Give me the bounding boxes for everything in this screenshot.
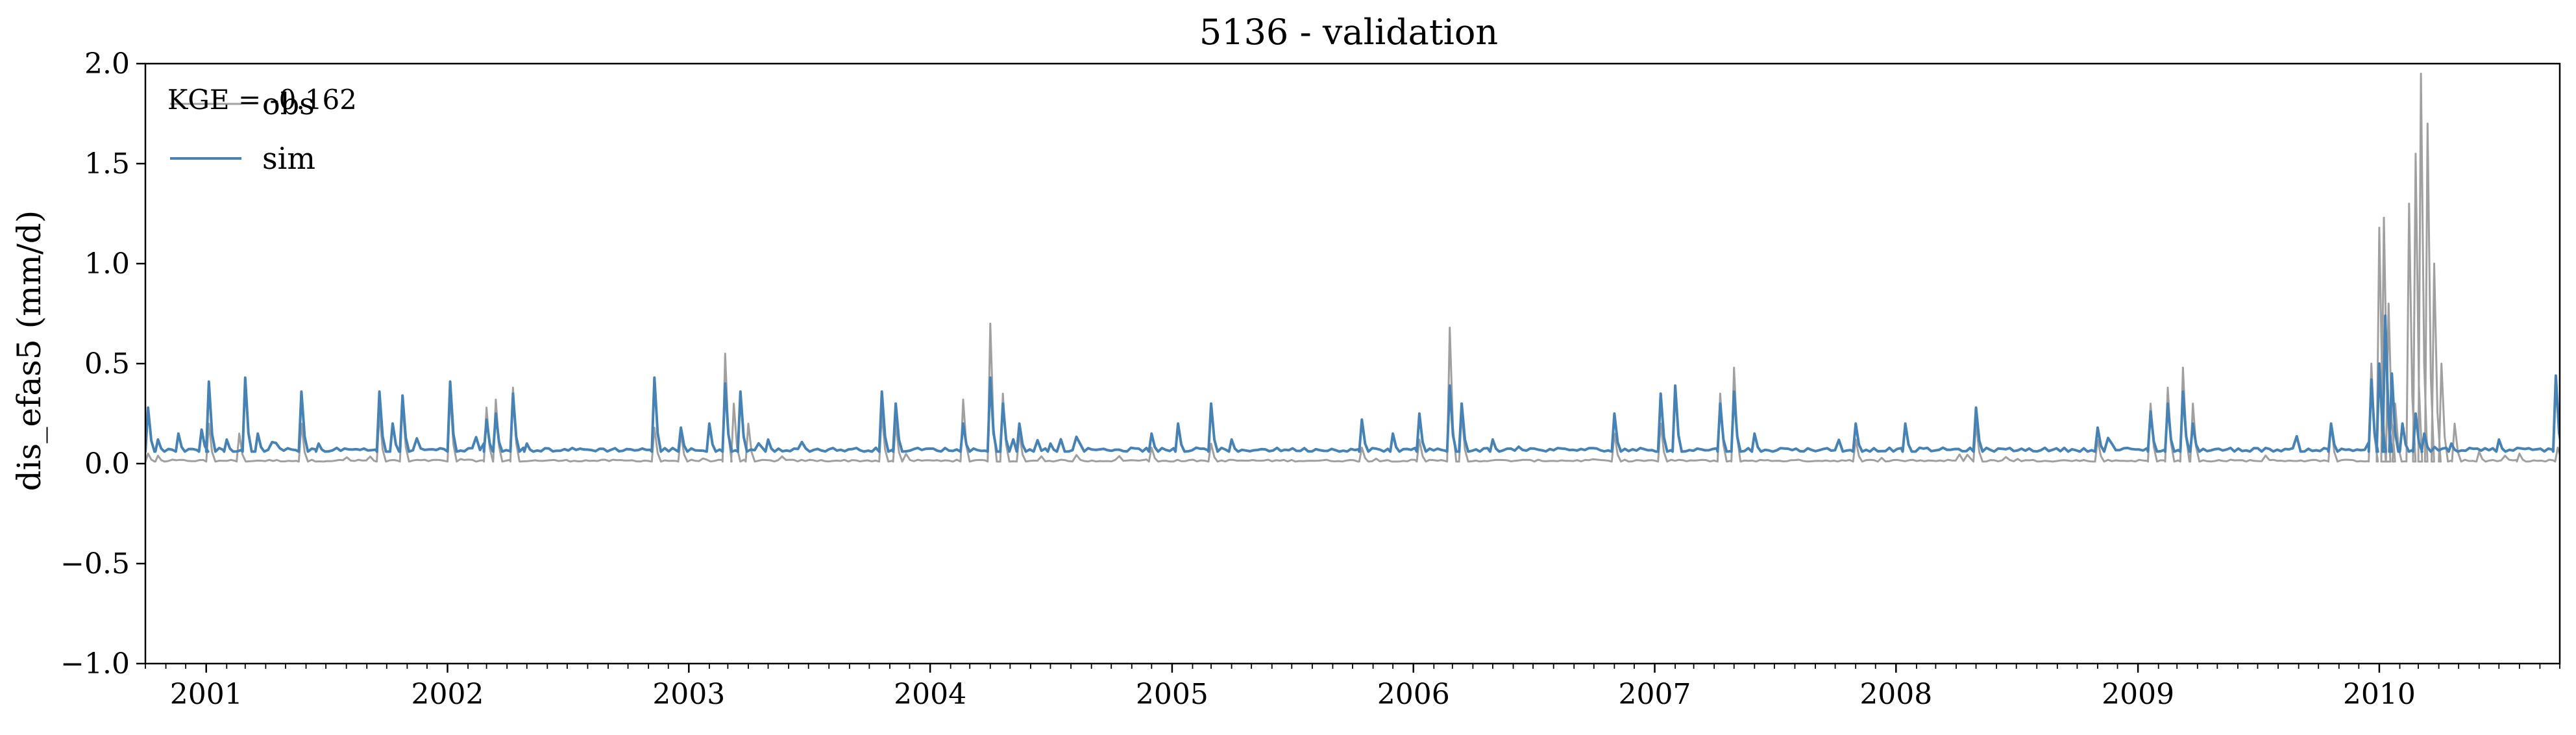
x-tick-label: 2006 [1377,678,1450,711]
x-tick-label: 2001 [170,678,243,711]
y-tick-label: 1.0 [84,247,130,280]
x-axis: 2001 2002 2003 2004 2005 2006 2007 2008 2009 2010 [145,664,2560,711]
legend-label-sim: sim [262,141,315,176]
x-tick-label: 2002 [411,678,484,711]
plot-frame [144,62,2561,665]
y-tick-label: −0.5 [60,547,130,580]
x-tick-label: 2004 [894,678,966,711]
plot-area [144,62,2561,665]
y-tick-label: −1.0 [60,647,130,680]
x-tick-label: 2005 [1136,678,1208,711]
x-tick-label: 2007 [1619,678,1691,711]
x-tick-label: 2009 [2102,678,2174,711]
x-tick-label: 2010 [2343,678,2416,711]
y-tick-label: 2.0 [84,47,130,81]
kge-annotation: KGE = -0.162 [167,84,357,116]
y-tick-label: 0.5 [84,347,130,380]
y-axis-label: dis_efas5 (mm/d) [10,210,48,492]
y-tick-label: 0.0 [84,447,130,480]
legend: obs sim [170,86,315,176]
series-line-obs [145,72,2560,463]
y-tick-label: 1.5 [84,147,130,181]
chart-title: 5136 - validation [1199,12,1498,53]
series-line-sim [145,314,2560,453]
legend-label-obs: obs [262,86,315,121]
y-axis: −1.0 −0.5 0.0 0.5 1.0 1.5 2.0 [60,47,145,680]
x-tick-label: 2008 [1859,678,1932,711]
x-tick-label: 2003 [652,678,725,711]
